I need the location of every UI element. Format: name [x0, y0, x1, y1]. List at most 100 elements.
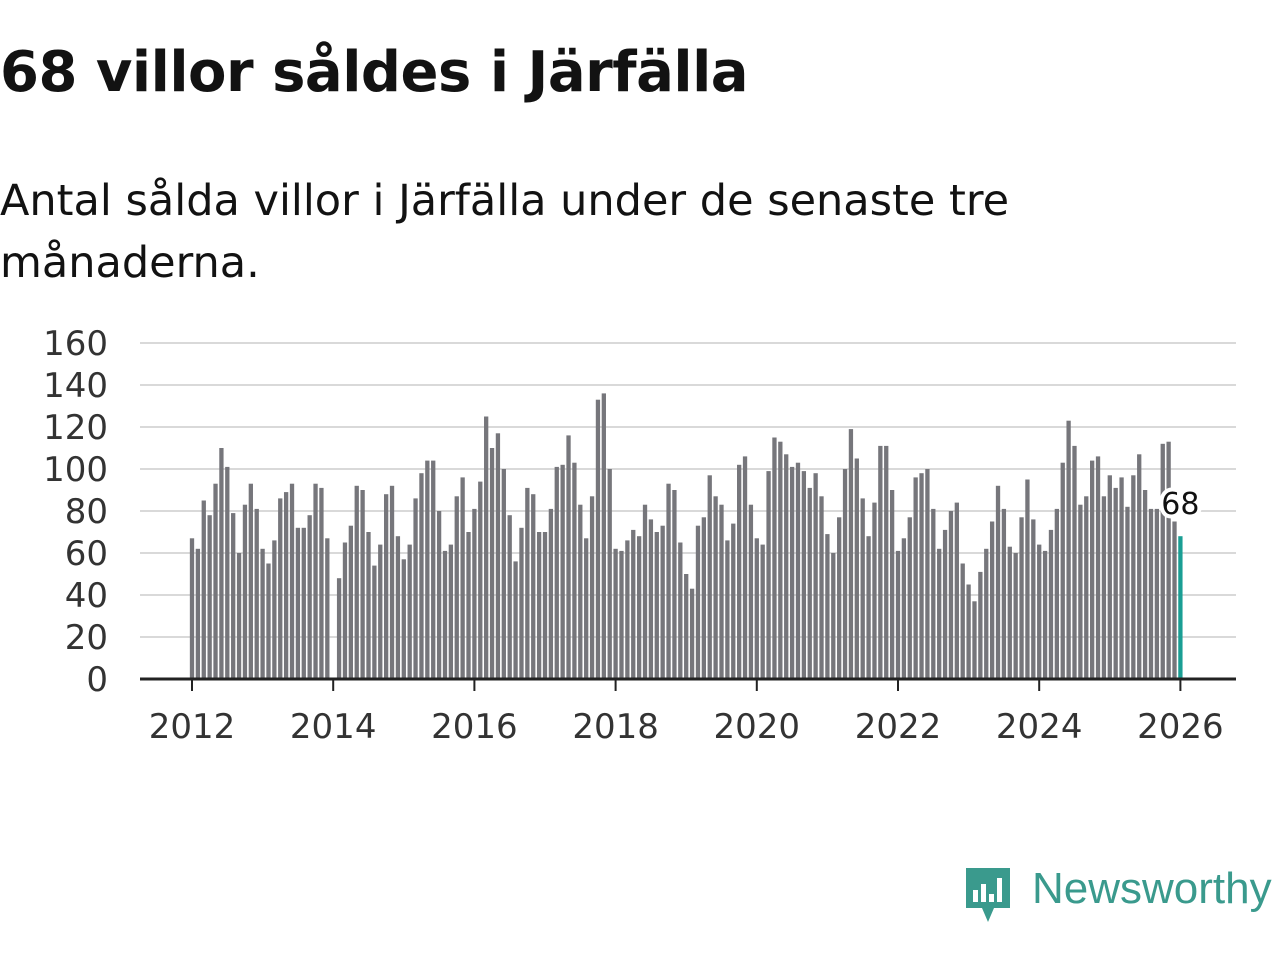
- bar: [484, 416, 489, 679]
- bar: [1019, 517, 1024, 679]
- bar: [848, 429, 854, 679]
- bar: [301, 527, 306, 679]
- bar: [466, 532, 471, 679]
- bar: [1031, 519, 1036, 679]
- bar: [1113, 487, 1118, 679]
- bar: [984, 548, 989, 679]
- bar: [542, 532, 548, 679]
- bar: [666, 483, 671, 679]
- bar: [519, 527, 524, 679]
- bar: [472, 508, 477, 679]
- bar: [289, 483, 295, 679]
- bar: [1042, 550, 1048, 679]
- bar: [766, 471, 771, 679]
- bar: [260, 548, 265, 679]
- bar: [1148, 508, 1154, 679]
- bar: [778, 441, 783, 679]
- bar: [1160, 443, 1165, 679]
- bar: [595, 399, 601, 679]
- x-tick-label: 2014: [290, 707, 377, 740]
- bar: [948, 511, 954, 679]
- bar: [607, 469, 612, 679]
- bar: [689, 588, 695, 679]
- bar: [436, 511, 442, 679]
- bar: [772, 437, 777, 679]
- bar: [725, 540, 730, 679]
- bar: [748, 504, 754, 679]
- y-tick-label: 120: [43, 408, 108, 448]
- bar: [872, 502, 877, 679]
- bar: [189, 538, 195, 679]
- x-tick-label: 2022: [855, 707, 942, 740]
- bar: [1013, 553, 1018, 679]
- bar: [925, 469, 930, 679]
- x-tick-label: 2012: [149, 707, 236, 740]
- bar: [919, 473, 924, 679]
- bar: [348, 525, 353, 679]
- bar: [931, 508, 936, 679]
- bar: [1001, 508, 1007, 679]
- bar: [613, 548, 618, 679]
- bar: [907, 517, 912, 679]
- bar: [1072, 445, 1077, 679]
- y-tick-label: 40: [65, 576, 108, 616]
- bar: [507, 515, 512, 679]
- x-axis: 2012 2014 2016 2018 2020 2022 2024 2026: [140, 677, 1236, 740]
- bar: [660, 525, 665, 679]
- bar: [378, 544, 383, 679]
- bar: [325, 538, 330, 679]
- bar: [895, 550, 901, 679]
- bar: [413, 498, 418, 679]
- bar: [566, 435, 571, 679]
- bar: [425, 460, 430, 679]
- bar: [966, 584, 971, 679]
- bar: [319, 487, 324, 679]
- bar: [1101, 496, 1107, 679]
- bar: [1048, 529, 1054, 679]
- bar: [478, 481, 483, 679]
- bar: [678, 542, 683, 679]
- bar: [248, 483, 253, 679]
- bar: [695, 525, 701, 679]
- bar: [960, 563, 965, 679]
- bar: [801, 471, 807, 679]
- bar: [454, 496, 459, 679]
- bar: [719, 504, 724, 679]
- bar: [831, 553, 836, 679]
- bar: [1060, 462, 1065, 679]
- bar: [1084, 496, 1089, 679]
- bar: [813, 473, 818, 679]
- bar: [395, 536, 401, 679]
- bar: [713, 496, 718, 679]
- bar: [1125, 506, 1130, 679]
- bar: [942, 529, 948, 679]
- bar: [989, 521, 995, 679]
- bar: [389, 485, 395, 679]
- bar: [625, 540, 630, 679]
- bar: [207, 515, 212, 679]
- bar: [548, 508, 554, 679]
- bar: [431, 460, 436, 679]
- newsworthy-logo[interactable]: Newsworthy: [962, 862, 1280, 932]
- bar: [807, 487, 812, 679]
- bar: [937, 548, 942, 679]
- bar: [972, 601, 977, 679]
- bar: [737, 464, 742, 679]
- bar: [560, 464, 565, 679]
- bar: [266, 563, 271, 679]
- bar: [336, 578, 342, 679]
- bar: [225, 466, 230, 679]
- bar: [1166, 441, 1171, 679]
- bar: [195, 548, 201, 679]
- bar: [401, 559, 406, 679]
- bar: [1037, 544, 1042, 679]
- bar: [313, 483, 318, 679]
- x-tick-label: 2026: [1137, 707, 1224, 740]
- bar: [760, 544, 765, 679]
- bar: [1066, 420, 1071, 679]
- bar: [501, 469, 506, 679]
- bar-highlight: [1178, 536, 1183, 679]
- bar: [572, 462, 577, 679]
- bar: [731, 523, 736, 679]
